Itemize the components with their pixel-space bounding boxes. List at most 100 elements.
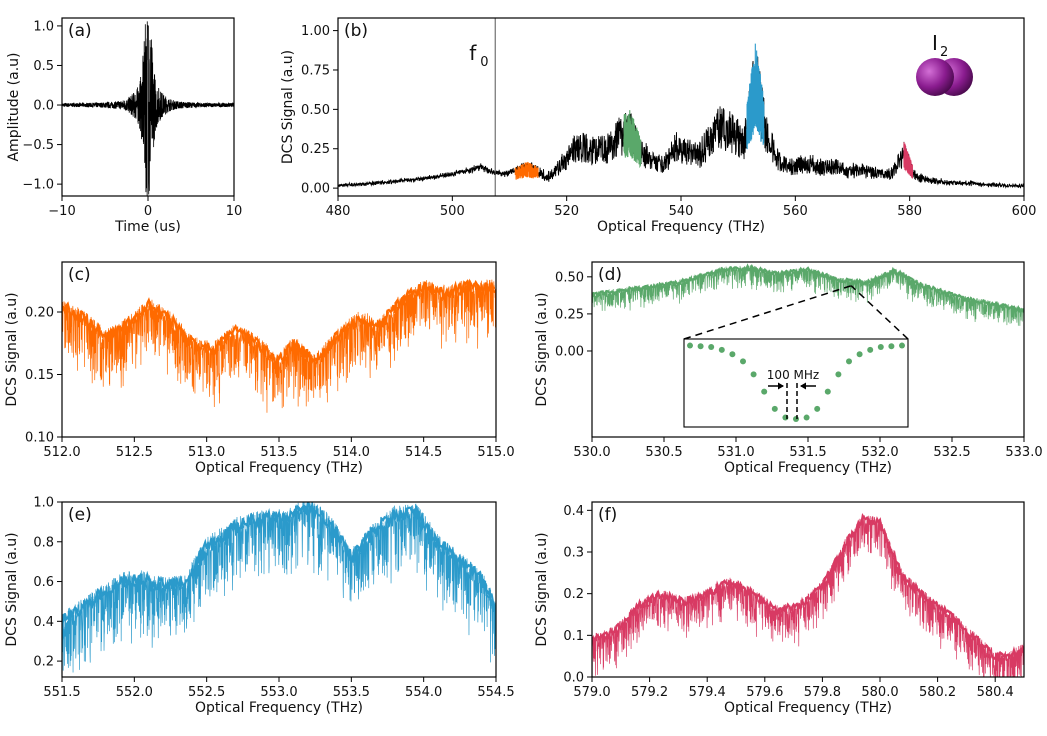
x-tick-label: 551.5 (43, 685, 80, 700)
plot-area-e (62, 502, 496, 673)
x-tick-label: 579.4 (689, 685, 726, 700)
panel-c: 512.0 512.5 513.0 513.5 514.0 514.5 515.0 0.10 0… (4, 261, 515, 476)
y-tick-label: 0.6 (33, 575, 54, 590)
x-tick-label: 540 (669, 204, 694, 219)
inset-label: 100 MHz (767, 368, 819, 382)
highlight-green (623, 110, 642, 169)
atom-icon (916, 58, 954, 96)
inset-point (824, 388, 831, 395)
inset-point (718, 346, 725, 353)
inset-point (708, 344, 715, 350)
inset-point (867, 346, 874, 353)
molecule-subscript: 2 (940, 45, 948, 60)
x-tick-label: 514.5 (405, 445, 442, 460)
inset-point (729, 351, 736, 358)
x-tick-label: 513.5 (260, 445, 297, 460)
y-tick-label: 0.0 (33, 99, 54, 114)
y-tick-label: 1.0 (33, 19, 54, 34)
y-tick-label: 0.4 (563, 504, 584, 519)
x-tick-label: 579.6 (746, 685, 783, 700)
y-tick-label: −1.0 (22, 178, 54, 193)
molecule-label: I (932, 31, 938, 55)
spectrum-envelope (592, 263, 1024, 313)
x-axis-label: Optical Frequency (THz) (597, 219, 765, 235)
panel-a: −10 0 10 −1.0 −0.5 0.0 0.5 1.0 Time (us) Amplitud… (6, 17, 242, 235)
panel-label: (b) (344, 21, 368, 41)
interferogram-trace (62, 21, 234, 196)
x-tick-label: 579.0 (573, 685, 610, 700)
panel-f: 579.0 579.2 579.4 579.6 579.8 580.0 580.2 580.4… (534, 501, 1025, 716)
highlight-blue (746, 43, 765, 150)
panel-label: (f) (598, 505, 617, 525)
x-tick-label: 580.2 (919, 685, 956, 700)
x-tick-label: 532.5 (933, 445, 970, 460)
x-tick-label: 530.0 (573, 445, 610, 460)
y-tick-label: 0.15 (25, 368, 54, 383)
panel-label: (c) (68, 265, 91, 285)
spectrum-trace (592, 265, 1024, 326)
inset-point (750, 371, 757, 378)
spectrum-trace (62, 502, 496, 673)
spectrum-envelope (592, 512, 1024, 661)
x-tick-label: 533.0 (1005, 445, 1042, 460)
x-tick-label: 0 (144, 204, 152, 219)
y-tick-label: 0.00 (301, 182, 330, 197)
x-tick-label: −10 (48, 204, 75, 219)
spectrum-trace (62, 279, 496, 413)
inset-point (846, 358, 852, 365)
panel-label: (a) (68, 21, 92, 41)
y-tick-label: 0.25 (555, 307, 584, 322)
inset-point (803, 414, 810, 421)
y-axis-label: DCS Signal (a.u) (4, 532, 20, 646)
f0-subscript: 0 (480, 55, 488, 70)
y-tick-label: 0.2 (33, 655, 54, 670)
x-tick-label: 530.5 (645, 445, 682, 460)
x-tick-label: 554.0 (405, 685, 442, 700)
spectrum-envelope (62, 278, 496, 369)
x-axis-label: Optical Frequency (THz) (195, 700, 363, 716)
f0-label: f (469, 41, 477, 65)
inset-point (835, 371, 842, 378)
y-axis-label: Amplitude (a.u) (6, 52, 22, 161)
y-tick-label: 1.00 (301, 24, 330, 39)
x-tick-label: 515.0 (477, 445, 514, 460)
inset-point (814, 405, 821, 412)
y-tick-label: 0.5 (33, 59, 54, 74)
inset-point (877, 344, 884, 350)
highlight-orange (514, 161, 539, 180)
spectrum-trace (592, 515, 1024, 677)
spectrum-envelope (62, 502, 496, 625)
x-tick-label: 560 (783, 204, 808, 219)
x-tick-label: 531.0 (717, 445, 754, 460)
y-tick-label: 0.3 (563, 546, 584, 561)
x-tick-label: 480 (326, 204, 351, 219)
x-tick-label: 513.0 (188, 445, 225, 460)
y-tick-label: 0.2 (563, 587, 584, 602)
axes-frame (337, 17, 1025, 197)
inset-point (697, 343, 704, 350)
y-axis-label: DCS Signal (a.u) (534, 292, 550, 406)
plot-area-a (62, 21, 234, 196)
y-tick-label: 0.20 (25, 306, 54, 321)
inset-point (856, 351, 863, 358)
y-tick-label: 0.50 (301, 103, 330, 118)
x-tick-label: 554.5 (477, 685, 514, 700)
y-tick-label: 0.75 (301, 63, 330, 78)
y-axis-label: DCS Signal (a.u) (280, 50, 296, 164)
panel-d: 100 MHz 530.0 530.5 531.0 531.5 532.0 532.5 533… (534, 261, 1043, 476)
x-tick-label: 552.0 (116, 685, 153, 700)
x-tick-label: 600 (1012, 204, 1037, 219)
axes-frame (591, 501, 1025, 678)
y-tick-label: 0.10 (25, 431, 54, 446)
y-tick-label: 0.00 (555, 344, 584, 359)
x-tick-label: 514.0 (333, 445, 370, 460)
inset-point (793, 416, 799, 422)
y-axis-label: DCS Signal (a.u) (534, 532, 550, 646)
x-tick-label: 532.0 (861, 445, 898, 460)
plot-area-c (62, 278, 496, 413)
inset-point (771, 405, 778, 412)
inset-arrowhead (800, 382, 806, 390)
x-axis-label: Optical Frequency (THz) (724, 460, 892, 476)
plot-area-b (338, 43, 1024, 189)
